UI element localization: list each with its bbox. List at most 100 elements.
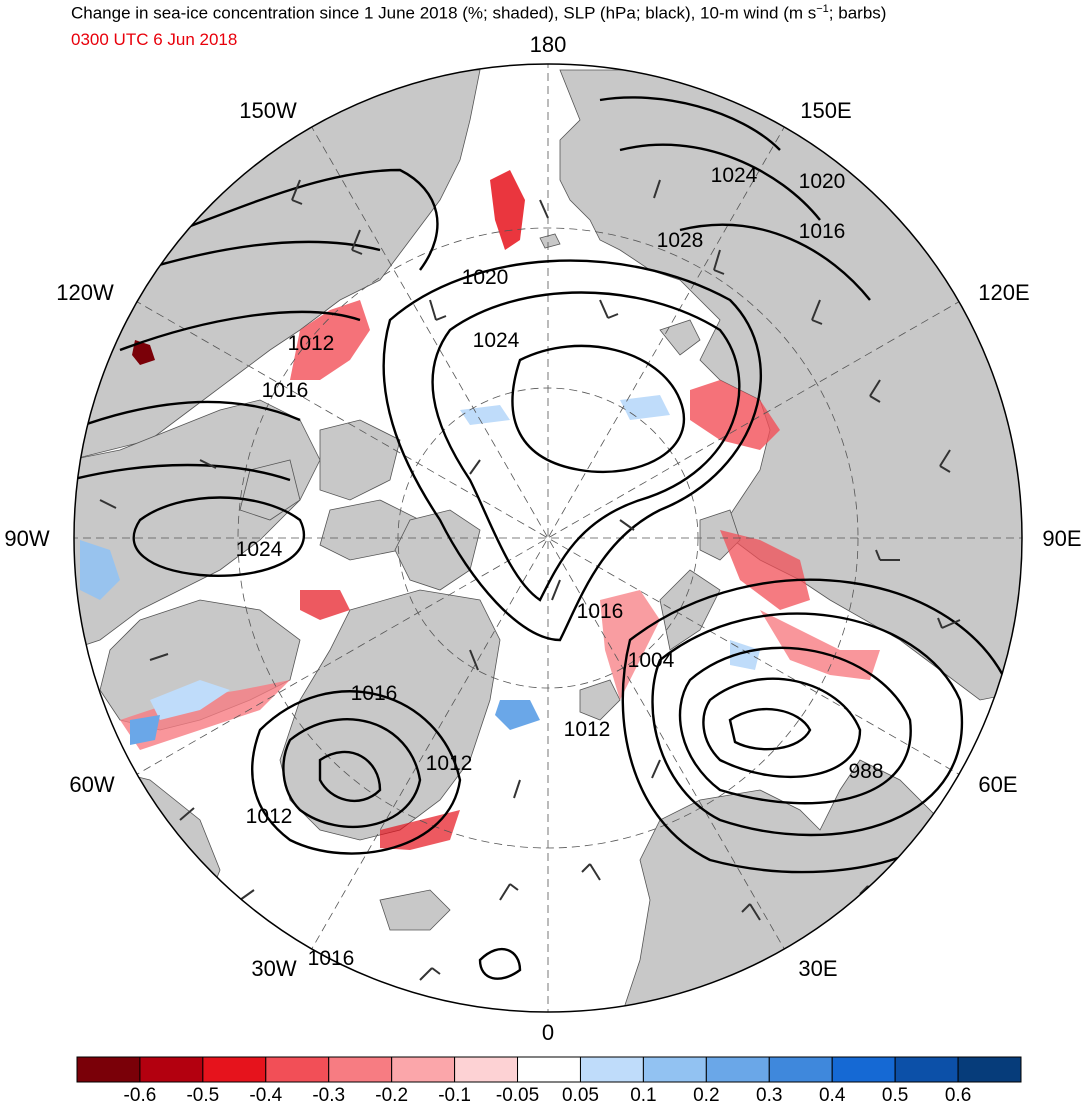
colorbar-swatch [265,1056,330,1083]
land-svalbard [579,679,621,721]
meridian-120 [133,299,963,777]
isobar-east-1 [599,96,781,151]
colorbar-swatch [957,1056,1022,1083]
meridian-30 [309,123,787,953]
colorbar-tick-label: 0.1 [630,1085,656,1106]
meridian-label-60e: 60E [978,772,1017,797]
shade-labrador-gain [130,715,160,745]
colorbar-tick-label: -0.2 [375,1085,408,1106]
colorbar-tick-label: -0.5 [186,1085,219,1106]
slp-label: 1004 [628,649,675,672]
slp-label: 1016 [351,682,398,705]
wind-barb [199,459,217,469]
colorbar-tick-label: -0.6 [124,1085,157,1106]
latitude-70 [237,227,859,849]
meridian-label-90e: 90E [1042,526,1081,551]
slp-label: 1012 [246,805,293,828]
wind-barb [99,499,117,509]
slp-label: 1024 [473,329,520,352]
isobar-low-inner-3 [678,646,912,805]
meridian-label-120e: 120E [978,280,1029,305]
wind-barb [179,807,195,821]
meridian-label-120w: 120W [56,280,114,305]
meridian-label-150w: 150W [239,98,297,123]
land-archipelago-1 [319,419,401,501]
colorbar-tick-label: -0.1 [438,1085,471,1106]
slp-labels: 1024 1020 1016 1028 1020 1024 1012 1016 … [236,164,884,970]
meridian-label-30w: 30W [251,956,296,981]
colorbar-swatch [579,1056,644,1083]
colorbar-tick-label: 0.6 [945,1085,971,1106]
shade-barents-gain [730,640,760,670]
wind-barb [551,579,561,601]
wind-barb [239,889,255,901]
graticule [74,64,1022,1012]
colorbar-swatch [391,1056,456,1083]
meridian-label-180: 180 [530,32,567,57]
meridian-150 [309,123,787,953]
map-border [73,63,1023,1013]
colorbar: -0.6 -0.5 -0.4 -0.3 -0.2 -0.1 -0.05 0.05 0.1 0.2 0… [76,1056,1022,1106]
isobar-atlantic-1 [478,948,522,980]
wind-barb [619,519,635,531]
shade-hudson-loss [300,590,350,620]
shade-baffin-loss [120,680,290,750]
wind-barb [713,249,725,275]
colorbar-tick-label: -0.4 [249,1085,282,1106]
wind-barb [419,967,441,981]
valid-time: 0300 UTC 6 Jun 2018 [71,30,238,49]
slp-label: 1012 [426,752,473,775]
colorbar-swatch [328,1056,393,1083]
wind-barb [429,299,447,321]
colorbar-tick-label: 0.2 [693,1085,719,1106]
map-disk [74,64,1022,1012]
colorbar-swatch [894,1056,959,1083]
wind-barb [351,229,363,255]
isobar-nw-1 [179,168,439,271]
isobar-1024-central [511,344,686,474]
meridian-label-150e: 150E [800,98,851,123]
wind-barb [539,199,549,219]
isobar-low-inner-4 [651,612,964,837]
isobar-low-inner-2 [702,677,862,778]
shade-laptev-gain [460,405,510,425]
colorbar-swatch [768,1056,833,1083]
land-wrangel [539,233,561,249]
shade-baffin-gain [150,680,230,720]
isobar-greenland-low [318,750,382,803]
slp-label: 1016 [577,600,624,623]
meridian-labels: 180 150W 150E 120W 120E 90W 90E 60W 60E … [4,32,1081,1045]
slp-label: 1020 [799,170,846,193]
shade-beaufort-loss [290,300,370,380]
colorbar-tick-label: 0.3 [756,1085,782,1106]
latitude-80 [397,387,699,689]
land-novaya-zemlya [659,569,721,651]
meridian-label-0: 0 [542,1020,554,1045]
meridian-label-30e: 30E [798,956,837,981]
colorbar-swatch [517,1056,581,1083]
colorbar-tick-label: 0.4 [819,1085,846,1106]
shade-fram-gain [495,700,540,730]
colorbar-tick-label: -0.3 [312,1085,345,1106]
wind-barb [469,459,481,475]
wind-barb [811,299,823,325]
wind-barbs [99,179,961,981]
land-iceland [379,889,451,931]
wind-barb [599,299,619,319]
colorbar-swatch [831,1056,896,1083]
isobar-west-1 [74,400,301,432]
land-ellesmere [394,509,481,591]
wind-barb [653,179,661,199]
slp-label: 1016 [262,379,309,402]
meridian-label-60w: 60W [69,772,114,797]
slp-label: 988 [848,760,883,783]
isobar-greenland-2 [282,718,422,829]
colorbar-tick-label: -0.05 [496,1085,539,1106]
colorbar-swatch [76,1056,141,1083]
isobar-low-inner-1 [728,707,812,751]
shade-lake-loss [132,340,155,365]
wind-barb [875,549,900,561]
colorbar-swatch [705,1056,770,1083]
isobar-1020-central [431,291,741,602]
